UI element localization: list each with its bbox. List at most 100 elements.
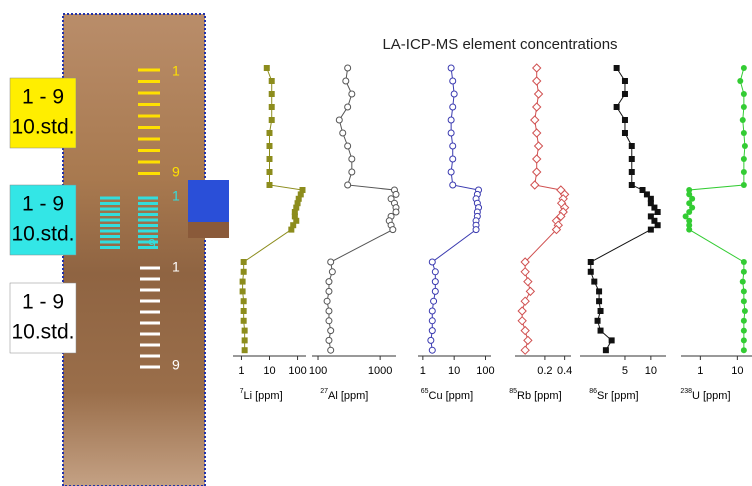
point [535,90,543,98]
chart: LA-ICP-MS element concentrations 1 - 910… [0,0,752,486]
point [686,227,692,233]
point [432,279,438,285]
point [345,182,351,188]
point [741,318,747,324]
point [429,259,435,265]
point [535,142,543,150]
point [588,259,594,265]
point [533,77,541,85]
point [267,143,273,149]
point [742,143,748,149]
point [328,259,334,265]
point [450,104,456,110]
spot-first: 1 [172,63,180,79]
point [741,337,747,343]
spot-last: 9 [148,236,156,252]
point [741,269,747,275]
point [591,279,597,285]
point [269,104,275,110]
point [598,308,604,314]
spot-first: 1 [172,259,180,275]
point [450,156,456,162]
point [343,78,349,84]
point [598,328,604,334]
group-range: 1 - 9 [22,193,64,216]
point [329,269,335,275]
point [521,327,529,335]
point [622,91,628,97]
point [428,337,434,343]
chart-title: LA-ICP-MS element concentrations [382,36,617,53]
point [741,91,747,97]
figure: LA-ICP-MS element concentrations 1 - 910… [0,0,752,486]
point [741,298,747,304]
point [741,169,747,175]
point [524,336,532,344]
point [526,287,534,295]
x-tick-label: 100 [288,365,306,377]
group-range: 1 - 9 [22,86,64,109]
point [432,288,438,294]
point [622,117,628,123]
point [324,298,330,304]
point [345,65,351,71]
point [393,209,399,215]
point [267,169,273,175]
point [521,346,529,354]
x-tick-label: 0.4 [557,365,572,377]
point [740,279,746,285]
point [432,269,438,275]
spot-last: 9 [172,164,180,180]
axis-isotope: 65 [421,388,429,395]
point [267,156,273,162]
point [655,209,661,215]
x-tick-label: 10 [645,365,657,377]
x-tick-label: 0.2 [537,365,552,377]
group-range: 1 - 9 [22,291,64,314]
point [241,318,247,324]
spot-first: 1 [172,188,180,204]
point [629,169,635,175]
point [655,222,661,228]
point [349,91,355,97]
point [267,182,273,188]
point [242,337,248,343]
point [596,288,602,294]
axis-isotope: 238 [680,388,692,395]
axis-label: Sr [ppm] [597,390,639,402]
point [609,337,615,343]
point [533,64,541,72]
point [622,78,628,84]
point [740,117,746,123]
point [448,130,454,136]
x-tick-label: 100 [476,365,494,377]
point [518,307,526,315]
point [269,117,275,123]
point [524,278,532,286]
point [596,298,602,304]
spot-last: 9 [172,357,180,373]
point [390,227,396,233]
point [340,130,346,136]
point [450,143,456,149]
point [533,129,541,137]
point [450,182,456,188]
x-tick-label: 1 [238,365,244,377]
profile-line [591,68,658,350]
axis-isotope: 85 [509,388,517,395]
point [241,269,247,275]
group-std: 10.std. [11,223,74,246]
group-std: 10.std. [11,321,74,344]
point [741,182,747,188]
point [741,328,747,334]
point [451,91,457,97]
point [595,318,601,324]
point [429,347,435,353]
point [288,227,294,233]
point [242,347,248,353]
point [533,168,541,176]
point [622,130,628,136]
point [269,78,275,84]
point [349,169,355,175]
point [345,143,351,149]
